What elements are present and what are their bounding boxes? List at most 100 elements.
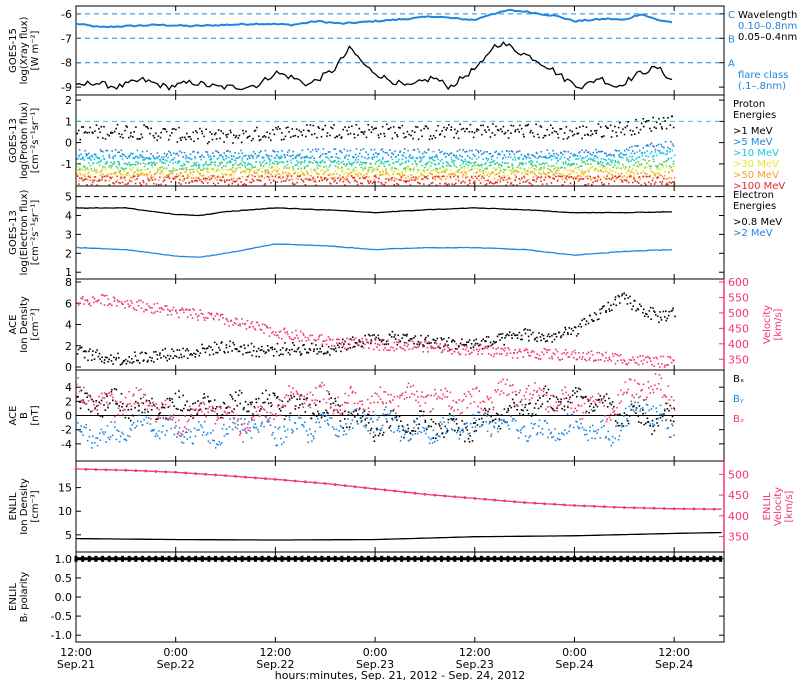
series-point <box>84 179 86 181</box>
series-point <box>451 341 453 343</box>
series-point <box>616 305 618 307</box>
series-point <box>291 397 293 399</box>
series-point <box>196 180 198 182</box>
series-point <box>648 160 650 162</box>
series-point <box>154 303 156 305</box>
series-point <box>339 405 341 407</box>
series-point <box>175 176 177 178</box>
series-point <box>641 360 643 362</box>
series-point <box>336 173 338 175</box>
series-point <box>375 414 377 416</box>
series-point <box>447 345 449 347</box>
series-point <box>468 341 470 343</box>
series-point <box>212 175 214 177</box>
series-point <box>665 141 667 143</box>
series-point <box>625 166 627 168</box>
series-point <box>670 420 672 422</box>
series-point <box>296 335 298 337</box>
series-point <box>195 436 197 438</box>
series-point <box>344 157 346 159</box>
series-point <box>633 176 635 178</box>
series-point <box>613 406 615 408</box>
series-point <box>260 408 262 410</box>
series-point <box>668 159 670 161</box>
right-axis-label: Velocity <box>762 305 773 344</box>
series-point <box>486 174 488 176</box>
series-point <box>243 409 245 411</box>
series-point <box>306 352 308 354</box>
series-point <box>182 165 184 167</box>
series-point <box>663 117 665 119</box>
panel-frame <box>76 279 724 370</box>
series-point <box>166 305 168 307</box>
series-point <box>214 177 216 179</box>
series-point <box>653 155 655 157</box>
series-point <box>200 409 202 411</box>
series-point <box>441 339 443 341</box>
series-point <box>476 178 478 180</box>
series-point <box>327 413 329 415</box>
series-point <box>650 153 652 155</box>
series-point <box>108 154 110 156</box>
series-point <box>391 418 393 420</box>
series-point <box>382 171 384 173</box>
series-point <box>200 159 202 161</box>
series-point <box>427 128 429 130</box>
series-point <box>480 150 482 152</box>
series-point <box>405 136 407 138</box>
series-point <box>272 129 274 131</box>
series-point <box>443 338 445 340</box>
series-point <box>116 172 118 174</box>
series-point <box>196 132 198 134</box>
series-point <box>173 351 175 353</box>
series-point <box>138 305 140 307</box>
series-point <box>190 172 192 174</box>
series-point <box>674 177 676 179</box>
series-point <box>362 170 364 172</box>
series-point <box>536 169 538 171</box>
series-point <box>668 410 670 412</box>
series-point <box>112 156 114 158</box>
series-point <box>324 171 326 173</box>
series-point <box>121 134 123 136</box>
series-point <box>144 166 146 168</box>
series-point <box>342 339 344 341</box>
series-point <box>274 334 276 336</box>
series-point <box>108 299 110 301</box>
series-point <box>631 309 633 311</box>
series-point <box>499 172 501 174</box>
series-point <box>469 441 471 443</box>
series-point <box>137 150 139 152</box>
series-point <box>511 337 513 339</box>
series-point <box>141 352 143 354</box>
series-point <box>507 179 509 181</box>
series-point <box>479 419 481 421</box>
series-point <box>547 172 549 174</box>
series-point <box>99 432 101 434</box>
series-point <box>115 128 117 130</box>
series-point <box>398 127 400 129</box>
series-point <box>449 350 451 352</box>
series-point <box>347 418 349 420</box>
series-point <box>287 126 289 128</box>
series-point <box>145 163 147 165</box>
series-point <box>423 156 425 158</box>
series-point <box>378 417 380 419</box>
series-point <box>447 163 449 165</box>
series-point <box>524 156 526 158</box>
series-point <box>208 345 210 347</box>
series-point <box>117 353 119 355</box>
series-point <box>661 128 663 130</box>
series-point <box>78 156 80 158</box>
series-point <box>532 179 534 181</box>
series-point <box>156 354 158 356</box>
series-point <box>192 403 194 405</box>
series-point <box>647 418 649 420</box>
series-point <box>222 428 224 430</box>
series-point <box>595 180 597 182</box>
series-point <box>461 338 463 340</box>
series-point <box>129 362 131 364</box>
series-point <box>400 175 402 177</box>
series-point <box>318 339 320 341</box>
series-point <box>624 293 626 295</box>
